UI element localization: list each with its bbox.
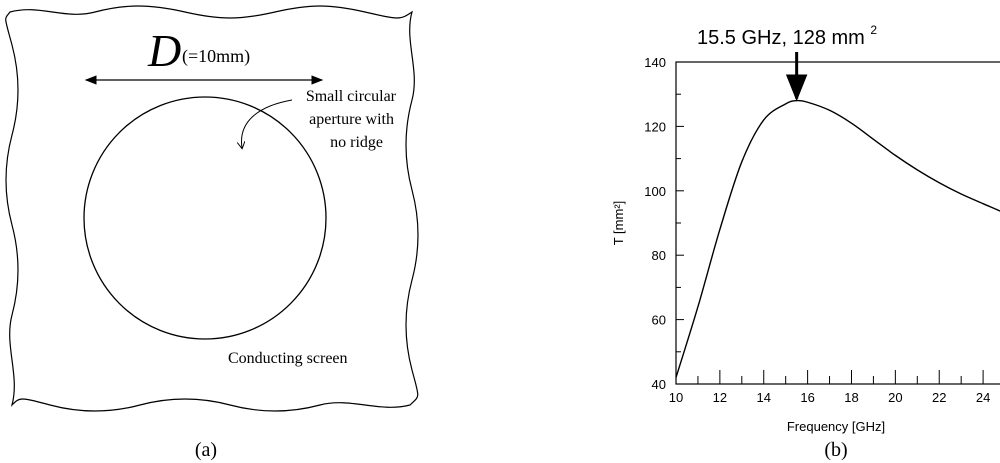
x-tick-label: 24 bbox=[976, 390, 990, 405]
x-axis-label: Frequency [GHz] bbox=[787, 419, 885, 434]
caption-a: (a) bbox=[195, 439, 217, 461]
x-tick-label: 14 bbox=[757, 390, 771, 405]
series-line bbox=[675, 99, 1000, 378]
x-tick-label: 16 bbox=[800, 390, 814, 405]
caption-b: (b) bbox=[824, 439, 847, 461]
circular-aperture bbox=[83, 96, 327, 340]
peak-annotation: 15.5 GHz, 128 mm 2 bbox=[697, 23, 877, 49]
x-tick-label: 10 bbox=[669, 390, 683, 405]
y-tick-label: 80 bbox=[652, 248, 666, 263]
y-axis-label: T [mm²] bbox=[611, 201, 626, 246]
x-tick-label: 22 bbox=[932, 390, 946, 405]
aperture-label-line-2: aperture with bbox=[309, 111, 394, 128]
y-tick-label: 100 bbox=[644, 184, 666, 199]
panel-a: D (=10mm) Small circular aperture with n… bbox=[5, 5, 419, 461]
y-tick-label: 40 bbox=[652, 377, 666, 392]
dimension-symbol: D bbox=[147, 25, 181, 76]
y-tick-label: 140 bbox=[644, 55, 666, 70]
y-tick-label: 60 bbox=[652, 313, 666, 328]
plot-frame bbox=[675, 61, 1000, 385]
y-axis-ticks: 40 60 80 100 120 140 bbox=[644, 55, 684, 392]
aperture-label-line-3: no ridge bbox=[330, 134, 383, 151]
aperture-label-line-1: Small circular bbox=[306, 88, 397, 105]
screen-label: Conducting screen bbox=[228, 350, 348, 367]
y-tick-label: 120 bbox=[644, 119, 666, 134]
aperture-pointer-arrow bbox=[241, 99, 293, 148]
x-tick-label: 18 bbox=[844, 390, 858, 405]
x-tick-label: 12 bbox=[713, 390, 727, 405]
conducting-screen-outline bbox=[5, 5, 419, 412]
x-tick-label: 20 bbox=[888, 390, 902, 405]
x-axis-ticks: 10 12 14 16 18 20 22 24 bbox=[669, 370, 990, 405]
dimension-value: (=10mm) bbox=[182, 46, 250, 67]
series-group bbox=[675, 99, 1000, 378]
panel-b: 40 60 80 100 120 140 10 12 14 16 18 20 22 24 T [mm²]… bbox=[611, 23, 1000, 461]
peak-annotation-text: 15.5 GHz, 128 mm bbox=[697, 27, 865, 49]
peak-annotation-superscript: 2 bbox=[870, 23, 877, 37]
